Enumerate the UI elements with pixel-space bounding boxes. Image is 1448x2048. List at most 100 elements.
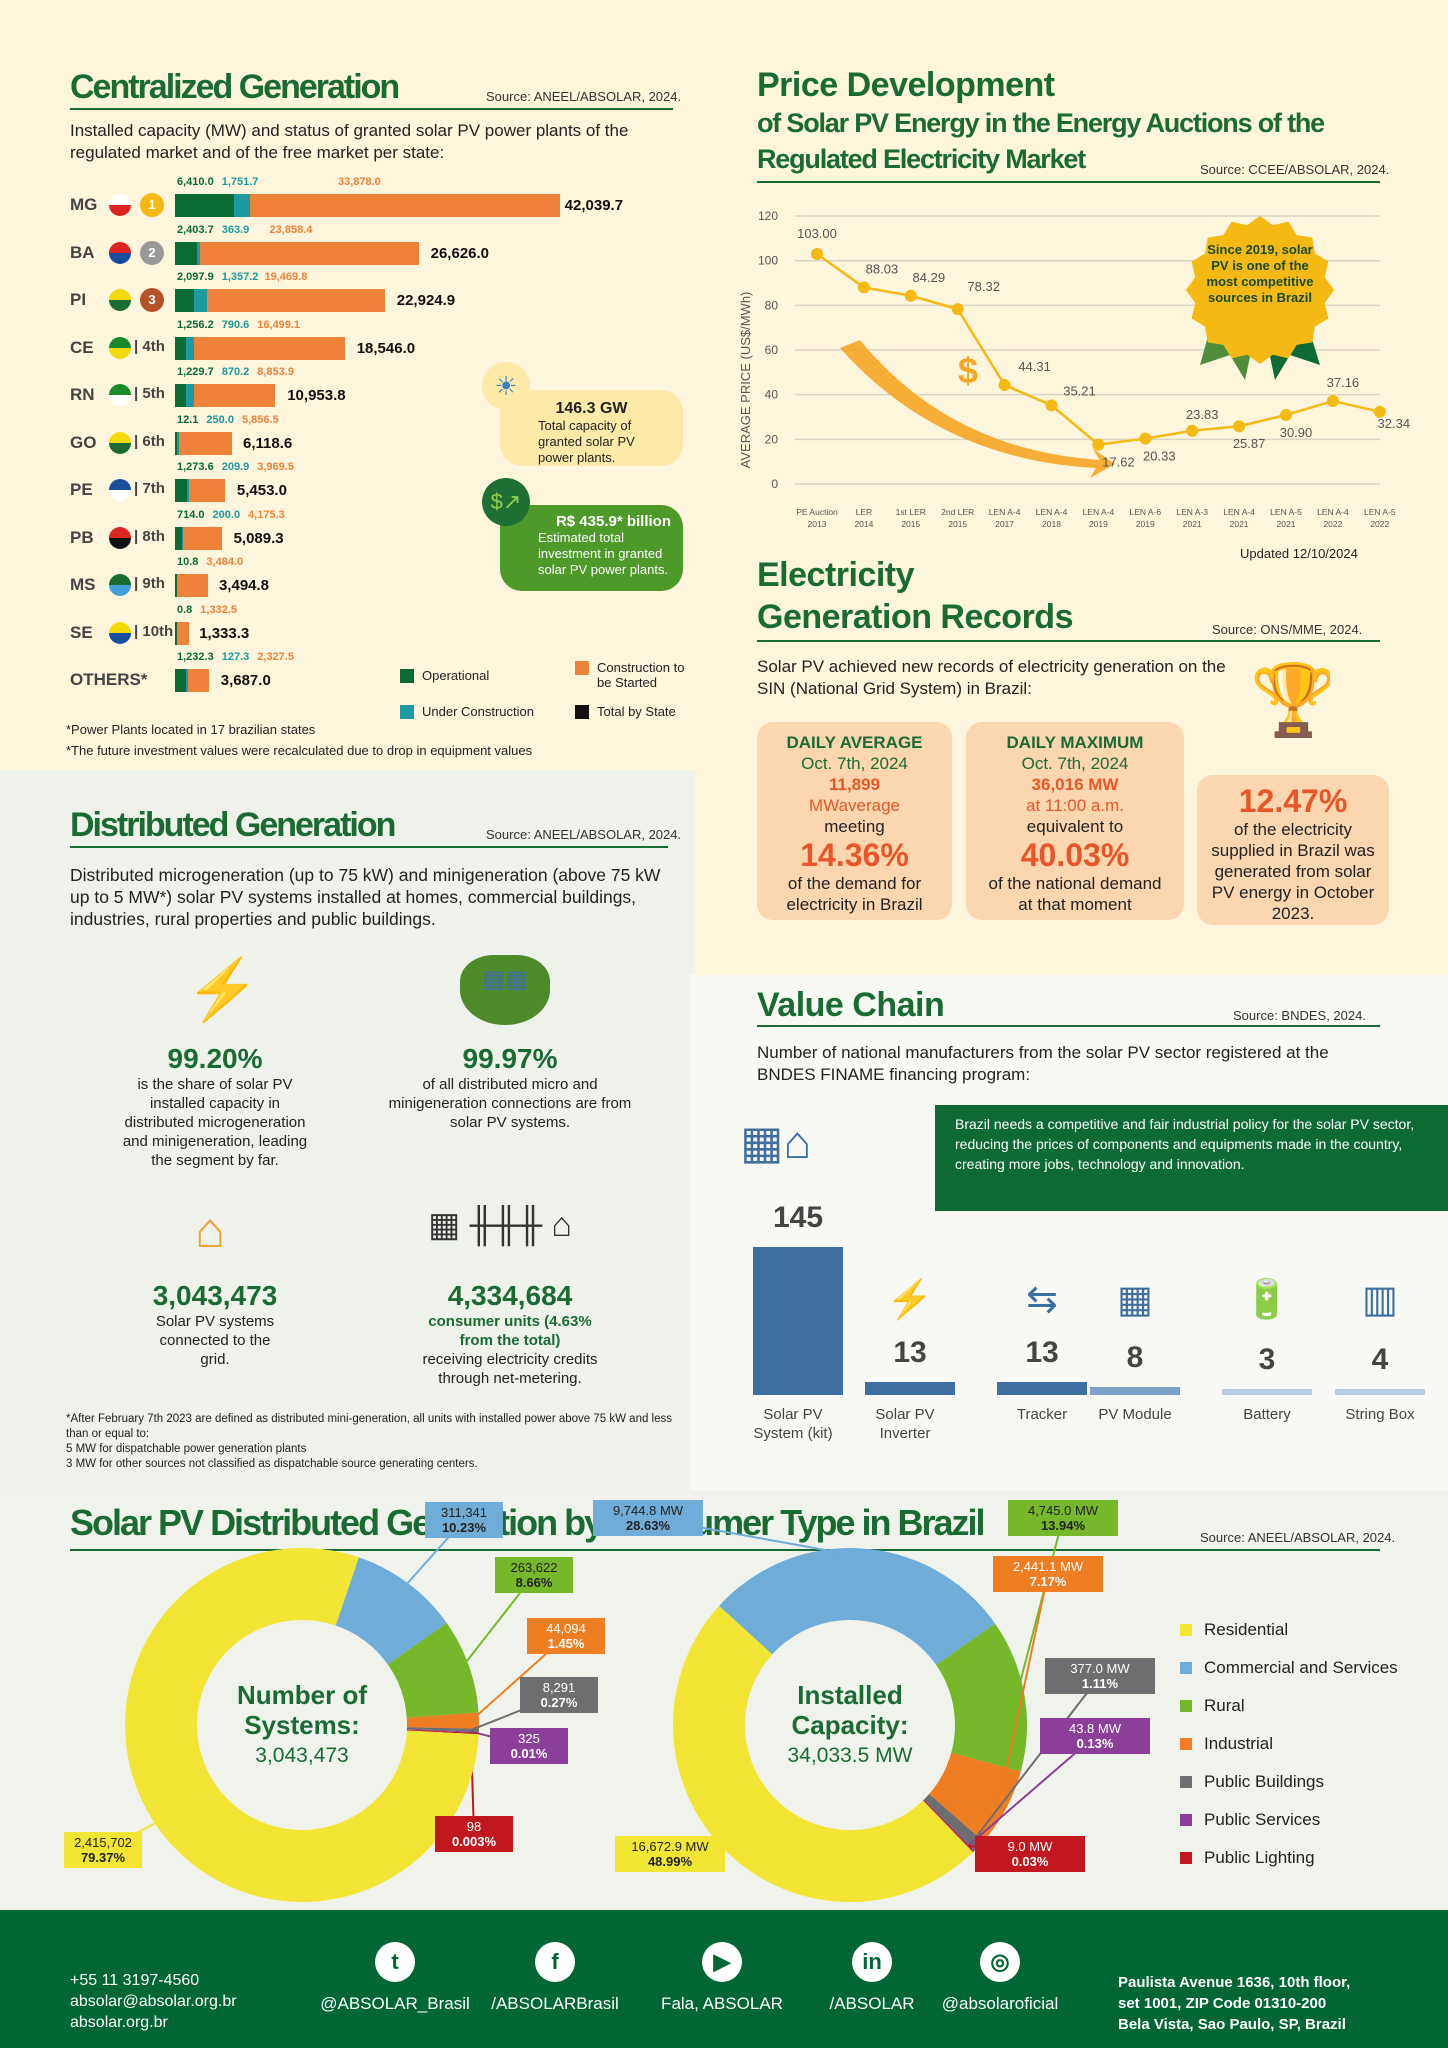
distributed-title: Distributed Generation — [70, 806, 396, 844]
x-tick-label: 2nd LER — [941, 507, 974, 517]
x-tick-label: LEN A-5 — [1270, 507, 1302, 517]
social-link[interactable]: /ABSOLARBrasil — [491, 1994, 619, 2013]
daily-maximum-card: DAILY MAXIMUM Oct. 7th, 2024 36,016 MW a… — [966, 722, 1184, 920]
bar — [753, 1247, 843, 1395]
bar-value: 8 — [1126, 1340, 1144, 1374]
bar-value: 4 — [1371, 1343, 1389, 1376]
leader-line — [1015, 1517, 1064, 1697]
bar-segment-to-start — [176, 621, 189, 645]
donut-slice — [406, 1712, 479, 1729]
leader-line — [972, 1675, 1101, 1842]
state-flag-icon — [109, 384, 131, 406]
leader-line — [968, 1735, 1096, 1846]
operational-value: 0.8 — [177, 603, 193, 616]
social-link[interactable]: Fala, ABSOLAR — [661, 1994, 783, 2013]
stacked-bar — [175, 431, 233, 455]
segment-values: 1,273.6 209.9 3,969.5 — [177, 461, 294, 473]
x-tick-label: 2019 — [1136, 519, 1155, 529]
instagram-icon[interactable]: ◎ — [980, 1942, 1020, 1982]
linkedin-icon[interactable]: in — [852, 1942, 892, 1982]
money-growth-icon: $↗ — [482, 478, 530, 526]
legend-item: Public Lighting — [1180, 1848, 1315, 1868]
segment-values: 10.8 3,484.0 — [177, 556, 243, 568]
operational-value: 1,273.6 — [177, 461, 214, 473]
stacked-bar — [175, 669, 210, 692]
slice-pct: 13.94% — [1040, 1518, 1086, 1533]
pv-module-icon: ▦ — [1117, 1279, 1153, 1321]
bar — [1090, 1386, 1180, 1395]
to-start-value: 4,175.3 — [248, 508, 285, 521]
legend-label: Commercial and Services — [1204, 1658, 1398, 1677]
stacked-bar — [175, 289, 385, 312]
data-label: 37.16 — [1327, 375, 1360, 390]
state-total: 42,039.7 — [564, 197, 624, 214]
legend-swatch — [1180, 1738, 1192, 1750]
email-link[interactable]: absolar@absolar.org.br — [70, 1993, 237, 2010]
bar-segment-operational — [175, 384, 187, 407]
social-link[interactable]: @absolaroficial — [941, 1994, 1059, 2013]
address-line: set 1001, ZIP Code 01310-200 — [1118, 1995, 1327, 2012]
legend-item: Public Buildings — [1180, 1772, 1324, 1792]
slice-pct: 0.03% — [1011, 1854, 1049, 1869]
string-box-icon: ▥ — [1362, 1279, 1398, 1321]
share-card: 12.47% of the electricity supplied in Br… — [1197, 775, 1389, 925]
stacked-bar — [175, 574, 209, 597]
bar-segment-to-start — [200, 241, 419, 265]
stat-text: receiving electricity credits through ne… — [422, 1351, 598, 1387]
x-tick-label: 2015 — [901, 519, 920, 529]
solar-house-kit-icon: ▦⌂ — [740, 1116, 812, 1168]
stat-text: of all distributed micro and minigenerat… — [388, 1076, 632, 1131]
value-chain-bg — [690, 975, 1448, 1492]
value-chain-title: Value Chain — [757, 986, 945, 1024]
legend-item: Rural — [1180, 1696, 1245, 1716]
x-tick-label: LEN A-3 — [1176, 507, 1208, 517]
x-tick-label: 2017 — [995, 519, 1014, 529]
card-unit: MWaverage — [808, 796, 900, 815]
segment-values: 1,256.2 790.6 16,499.1 — [177, 319, 300, 331]
legend-swatch — [1180, 1852, 1192, 1864]
rank-label: | 8th — [134, 527, 165, 545]
state-total: 3,687.0 — [220, 672, 271, 689]
rank-medal-icon: 2 — [140, 240, 164, 265]
social-link[interactable]: /ABSOLAR — [829, 1994, 915, 2013]
stat-share-connections: 99.97% of all distributed micro and mini… — [380, 1043, 640, 1132]
youtube-icon[interactable]: ▶ — [702, 1942, 742, 1982]
slice-pct: 28.63% — [625, 1518, 671, 1533]
slice-label: 9,744.8 MW 28.63% — [593, 1500, 703, 1536]
state-label: PE — [70, 480, 93, 499]
twitter-icon[interactable]: t — [375, 1942, 415, 1982]
segment-values: 2,097.9 1,357.2 19,469.8 — [177, 271, 307, 283]
social-link[interactable]: @ABSOLAR_Brasil — [320, 1994, 470, 2013]
data-label: 20.33 — [1143, 449, 1176, 464]
bar-category: Solar PV Inverter — [875, 1406, 935, 1442]
facebook-icon[interactable]: f — [535, 1942, 575, 1982]
donut-slice — [125, 1548, 479, 1902]
website-link[interactable]: absolar.org.br — [70, 2014, 168, 2031]
bar-segment-to-start — [176, 574, 209, 597]
legend-label: Industrial — [1204, 1734, 1273, 1753]
donut-slice — [936, 1623, 1027, 1772]
slice-label: 98 0.003% — [435, 1816, 513, 1852]
divider — [70, 108, 673, 110]
bar-segment-to-start — [249, 194, 560, 217]
x-tick-label: LEN A-4 — [1317, 507, 1349, 517]
under-construction-value: 870.2 — [221, 366, 250, 378]
stacked-bar — [175, 621, 189, 645]
legend-total: Total by State — [575, 704, 676, 719]
data-label: 17.62 — [1102, 455, 1135, 470]
footnote-2: *The future investment values were recal… — [66, 743, 533, 758]
bar-segment-operational — [175, 241, 197, 265]
bar-segment-to-start — [178, 431, 233, 455]
legend-label: Public Buildings — [1204, 1772, 1325, 1791]
state-total: 22,924.9 — [396, 292, 456, 309]
stat-value: 3,043,473 — [152, 1280, 278, 1311]
bar-segment-under-construction — [181, 526, 184, 550]
source: Source: ANEEL/ABSOLAR, 2024. — [486, 89, 682, 104]
phone[interactable]: +55 11 3197-4560 — [70, 1972, 200, 1989]
slice-label: 44,094 1.45% — [527, 1618, 605, 1654]
legend-under-construction: Under Construction — [400, 704, 534, 719]
to-start-value: 16,499.1 — [257, 318, 301, 331]
bar-segment-under-construction — [196, 241, 201, 265]
rank-label: | 10th — [134, 622, 174, 640]
slice-pct: 0.01% — [510, 1746, 548, 1761]
